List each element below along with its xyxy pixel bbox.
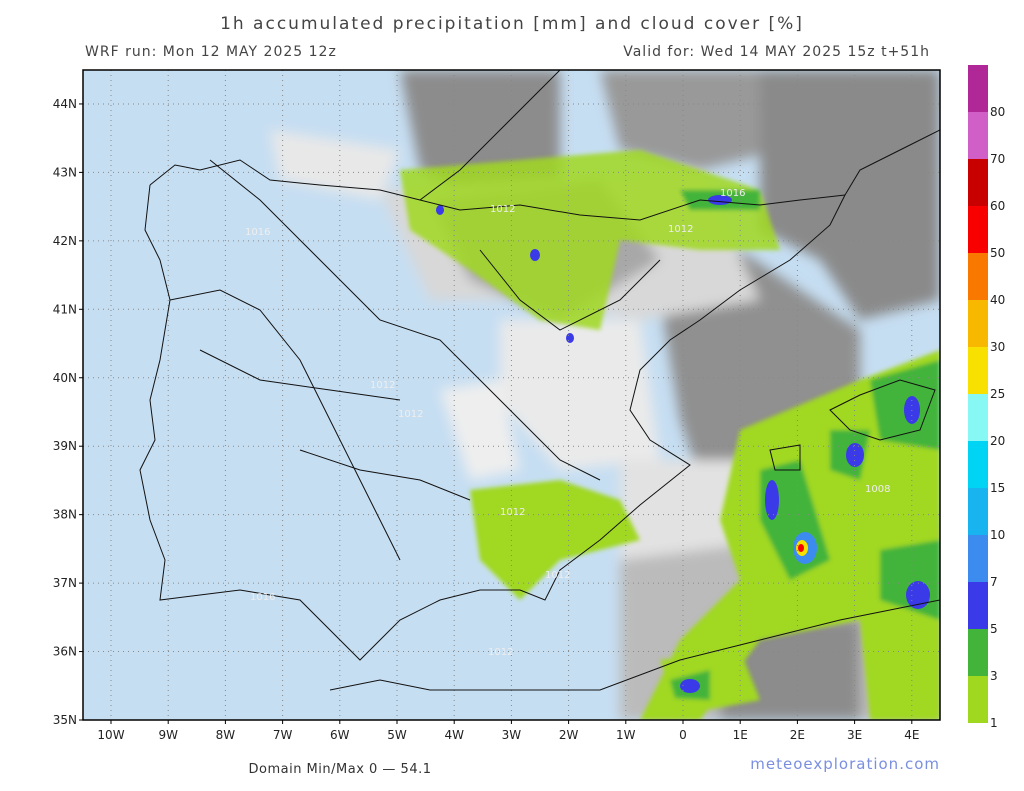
colorbar-segment [968,629,988,676]
colorbar-label: 60 [990,199,1005,213]
axes: 35N 36N 37N 38N 39N 40N 41N 42N 43N 44N 10W 9W 8W 7W 6… [53,97,920,742]
map-area: 1016 1016 1012 1012 1012 1016 1012 1012 1012 1008… [83,70,940,720]
credit: meteoexploration.com [750,755,940,773]
colorbar-segment [968,535,988,582]
colorbar-label: 20 [990,434,1005,448]
isobar-label: 1016 [250,592,275,603]
lon-label: 6W [330,728,350,742]
isobar-label: 1012 [490,204,515,215]
isobar-label: 1012 [370,380,395,391]
colorbar-segment [968,488,988,535]
lat-label: 41N [53,302,77,316]
colorbar: 1 3 5 7 10 15 20 25 30 40 50 60 70 80 [968,65,1005,730]
colorbar-label: 3 [990,669,998,683]
lon-label: 9W [158,728,178,742]
lon-label: 0 [679,728,687,742]
colorbar-label: 10 [990,528,1005,542]
lat-label: 38N [53,508,77,522]
colorbar-label: 1 [990,716,998,730]
lon-label: 1E [733,728,748,742]
lon-label: 8W [216,728,236,742]
colorbar-segment [968,394,988,441]
lat-label: 35N [53,713,77,727]
coastline [139,70,940,691]
colorbar-segment [968,300,988,347]
colorbar-segment [968,65,988,112]
colorbar-segment [968,112,988,159]
colorbar-label: 50 [990,246,1005,260]
precipitation [400,150,940,720]
colorbar-segment [968,347,988,394]
lat-label: 42N [53,234,77,248]
isobar-label: 1012 [545,570,570,581]
lat-label: 43N [53,165,77,179]
valid-info: Valid for: Wed 14 MAY 2025 15z t+51h [623,44,930,60]
lon-label: 3E [847,728,862,742]
lat-label: 37N [53,576,77,590]
isobar-label: 1016 [720,188,745,199]
colorbar-segment [968,441,988,488]
lon-label: 10W [97,728,124,742]
colorbar-label: 80 [990,105,1005,119]
isobar-label: 1008 [865,484,890,495]
colorbar-label: 15 [990,481,1005,495]
colorbar-label: 5 [990,622,998,636]
colorbar-segment [968,253,988,300]
run-info: WRF run: Mon 12 MAY 2025 12z [85,44,337,60]
lon-label: 2E [790,728,805,742]
lat-label: 40N [53,371,77,385]
isobar-label: 1012 [668,224,693,235]
colorbar-label: 7 [990,575,998,589]
lat-label: 44N [53,97,77,111]
lon-label: 2W [559,728,579,742]
domain-minmax: Domain Min/Max 0 — 54.1 [248,762,431,777]
lat-label: 36N [53,645,77,659]
title: 1h accumulated precipitation [mm] and cl… [220,14,804,34]
isobar-labels: 1016 1016 1012 1012 1012 1016 1012 1012 1012 1008… [245,188,890,658]
lon-label: 4E [904,728,919,742]
isobar-label: 1012 [398,409,423,420]
colorbar-segment [968,159,988,206]
lon-label: 7W [273,728,293,742]
colorbar-label: 25 [990,387,1005,401]
isobar-label: 1012 [488,647,513,658]
lat-label: 39N [53,439,77,453]
graticule [83,70,940,720]
isobar-label: 1012 [500,507,525,518]
colorbar-segment [968,206,988,253]
colorbar-segment [968,582,988,629]
colorbar-label: 30 [990,340,1005,354]
lon-label: 4W [444,728,464,742]
lon-label: 5W [387,728,407,742]
isobar-label: 1016 [245,227,270,238]
colorbar-label: 40 [990,293,1005,307]
colorbar-label: 70 [990,152,1005,166]
lon-label: 1W [616,728,636,742]
colorbar-segment [968,676,988,723]
lon-label: 3W [502,728,522,742]
